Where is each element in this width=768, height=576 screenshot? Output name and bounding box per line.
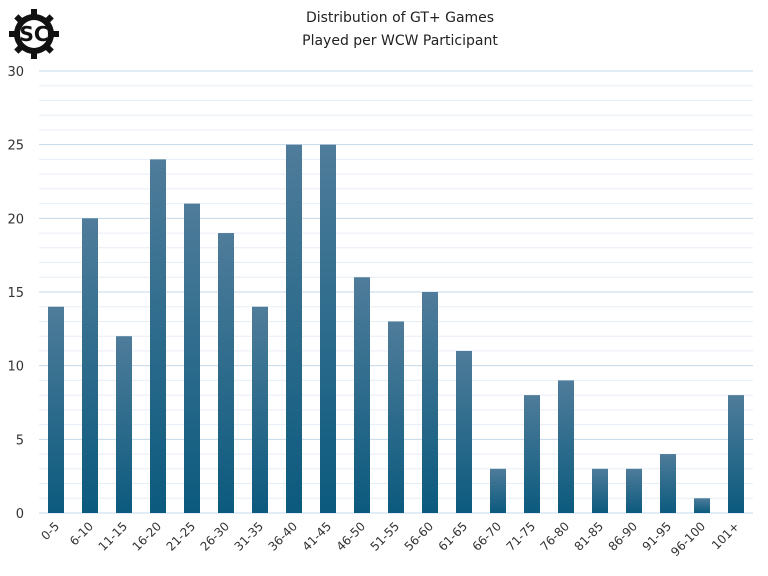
x-tick-label: 41-45 [300, 519, 335, 554]
y-tick-label: 20 [7, 212, 24, 227]
bar-61-65 [456, 350, 472, 513]
bar-96-100 [694, 498, 710, 513]
chart-title: Distribution of GT+ Games [305, 10, 495, 26]
bar-36-40 [286, 144, 302, 513]
x-tick-label: 11-15 [96, 519, 131, 554]
x-tick-label: 16-20 [130, 519, 165, 554]
x-tick-label: 6-10 [67, 519, 96, 548]
bar-6-10 [82, 218, 98, 514]
x-tick-label: 21-25 [164, 519, 199, 554]
y-tick-label: 10 [7, 360, 24, 375]
x-tick-label: 66-70 [470, 519, 505, 554]
bar-56-60 [422, 292, 438, 513]
bar-71-75 [524, 395, 540, 513]
sc-gear-logo: SC [9, 9, 59, 59]
x-tick-label: 76-80 [538, 519, 573, 554]
y-tick-label: 15 [7, 286, 24, 301]
x-tick-label: 61-65 [436, 519, 471, 554]
bar-31-35 [252, 306, 268, 513]
bar-41-45 [320, 144, 336, 513]
bar-101+ [728, 395, 744, 513]
y-tick-label: 5 [16, 433, 24, 448]
x-tick-label: 96-100 [668, 519, 708, 559]
bar-91-95 [660, 454, 676, 513]
bar-51-55 [388, 321, 404, 513]
bar-76-80 [558, 380, 574, 513]
y-tick-label: 25 [7, 139, 24, 154]
x-tick-label: 71-75 [504, 519, 539, 554]
x-tick-label: 81-85 [572, 519, 607, 554]
y-tick-label: 0 [16, 507, 24, 522]
y-tick-label: 30 [7, 65, 24, 80]
x-tick-label: 31-35 [232, 519, 267, 554]
bar-21-25 [184, 203, 200, 513]
x-tick-label: 46-50 [334, 519, 369, 554]
x-tick-label: 0-5 [38, 519, 62, 543]
x-tick-label: 56-60 [402, 519, 437, 554]
bar-16-20 [150, 159, 166, 513]
x-tick-label: 101+ [709, 519, 742, 552]
chart-subtitle: Played per WCW Participant [302, 33, 498, 49]
bar-81-85 [592, 468, 608, 513]
bar-66-70 [490, 468, 506, 513]
x-tick-label: 36-40 [266, 519, 301, 554]
x-tick-label: 86-90 [606, 519, 641, 554]
bar-26-30 [218, 233, 234, 514]
x-tick-label: 51-55 [368, 519, 403, 554]
bar-0-5 [48, 306, 64, 513]
bar-11-15 [116, 336, 132, 513]
bar-46-50 [354, 277, 370, 513]
bar-86-90 [626, 468, 642, 513]
x-tick-label: 26-30 [198, 519, 233, 554]
logo-text: SC [19, 22, 48, 46]
